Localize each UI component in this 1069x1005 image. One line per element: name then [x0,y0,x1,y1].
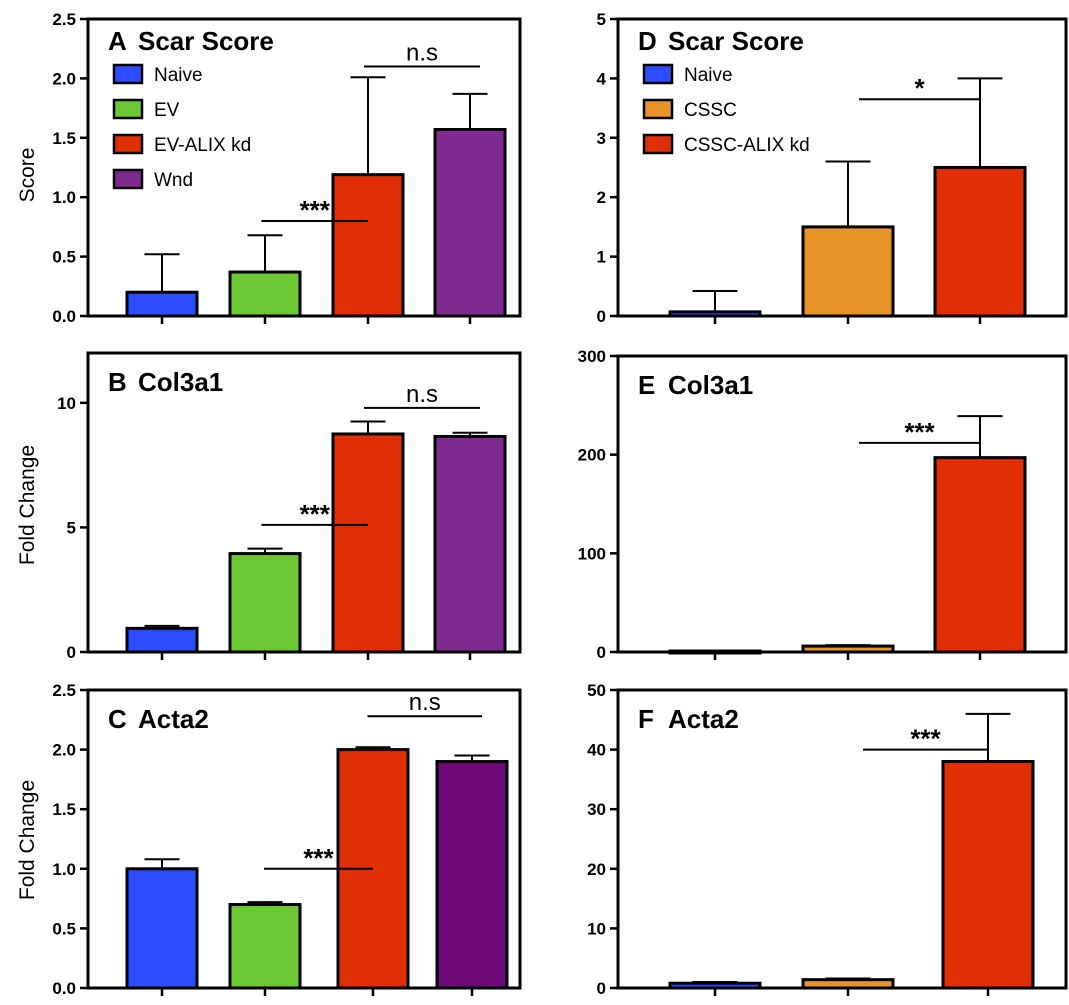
legend-label-a: EV-ALIX kd [154,135,251,156]
y-tick-label-a: 2.5 [52,10,76,29]
significance-label-c: n.s [409,689,441,716]
bar-e-2 [933,456,1027,654]
legend-label-a: Naive [154,65,203,86]
legend-swatch-d [642,98,674,120]
bar-a-3 [433,127,507,318]
bar-d-2 [933,166,1027,318]
bar-a-1 [228,270,302,318]
bar-d-1 [801,225,895,318]
bar-b-2 [331,432,405,654]
legend-swatch-a [112,63,144,85]
bar-f-0 [668,981,762,990]
panel-title-b: Col3a1 [138,367,223,397]
y-tick-label-b: 10 [57,394,76,413]
y-axis-title-a: Score [16,148,39,203]
significance-label-d: * [914,73,925,103]
y-tick-label-c: 1.5 [52,800,76,819]
y-tick-label-f: 30 [587,800,606,819]
panel-title-f: Acta2 [668,704,739,734]
bar-c-1 [228,903,302,990]
y-tick-label-d: 1 [597,248,606,267]
y-tick-label-c: 1.0 [52,860,76,879]
legend-label-a: EV [154,100,180,121]
y-tick-label-e: 0 [597,643,606,662]
significance-label-f: *** [910,724,941,754]
y-tick-label-d: 0 [597,307,606,326]
bar-a-2 [331,173,405,318]
bar-c-0 [125,867,199,990]
bar-a-0 [125,290,199,318]
bar-e-0 [668,649,762,655]
y-tick-label-b: 5 [67,518,76,537]
significance-label-a: n.s [406,40,438,67]
y-tick-label-f: 50 [587,681,606,700]
legend-swatch-d [642,63,674,85]
y-tick-label-a: 0.5 [52,248,76,267]
legend-swatch-a [112,98,144,120]
bar-b-1 [228,552,302,654]
plot-frame-b [86,351,522,654]
bar-b-3 [433,434,507,654]
panel-title-c: Acta2 [138,704,209,734]
panel-letter-d: D [638,26,657,56]
legend-label-a: Wnd [154,170,193,191]
bar-e-1 [801,644,895,654]
y-tick-label-d: 2 [597,188,606,207]
panel-title-a: Scar Score [138,26,274,56]
significance-label-b: n.s [406,381,438,408]
y-tick-label-d: 3 [597,129,606,148]
y-axis-title-b: Fold Change [16,445,39,565]
legend-label-d: Naive [684,65,733,86]
y-tick-label-c: 2.0 [52,741,76,760]
significance-label-c: *** [303,843,334,873]
legend-label-d: CSSC [684,100,737,121]
y-tick-label-c: 2.5 [52,681,76,700]
y-tick-label-e: 300 [578,347,606,366]
legend-swatch-a [112,168,144,190]
bar-f-1 [801,978,895,990]
y-tick-label-e: 100 [578,544,606,563]
y-tick-label-f: 10 [587,919,606,938]
y-tick-label-a: 1.5 [52,129,76,148]
plot-frame-a [86,17,522,318]
y-tick-label-a: 1.0 [52,188,76,207]
y-tick-label-f: 40 [587,741,606,760]
y-tick-label-e: 200 [578,446,606,465]
panel-letter-c: C [108,704,127,734]
bar-d-0 [668,310,762,318]
legend-swatch-a [112,133,144,155]
y-tick-label-c: 0.0 [52,979,76,998]
y-axis-title-c: Fold Change [16,780,39,900]
y-tick-label-a: 2.0 [52,69,76,88]
y-tick-label-f: 0 [597,979,606,998]
panel-letter-f: F [638,704,654,734]
legend-swatch-d [642,133,674,155]
y-tick-label-d: 5 [597,10,606,29]
panel-letter-a: A [108,26,127,56]
legend-label-d: CSSC-ALIX kd [684,135,810,156]
significance-label-e: *** [904,417,935,447]
panel-title-d: Scar Score [668,26,804,56]
y-tick-label-d: 4 [597,69,607,88]
y-tick-label-b: 0 [67,643,76,662]
significance-label-b: *** [300,499,331,529]
y-tick-label-f: 20 [587,860,606,879]
panel-letter-e: E [638,370,655,400]
y-tick-label-a: 0.0 [52,307,76,326]
significance-label-a: *** [300,195,331,225]
bar-f-2 [941,760,1035,990]
plot-frame-c [86,688,522,990]
panel-title-e: Col3a1 [668,370,753,400]
y-tick-label-c: 0.5 [52,919,76,938]
panel-letter-b: B [108,367,127,397]
bar-b-0 [125,626,199,654]
bar-c-3 [435,760,509,990]
